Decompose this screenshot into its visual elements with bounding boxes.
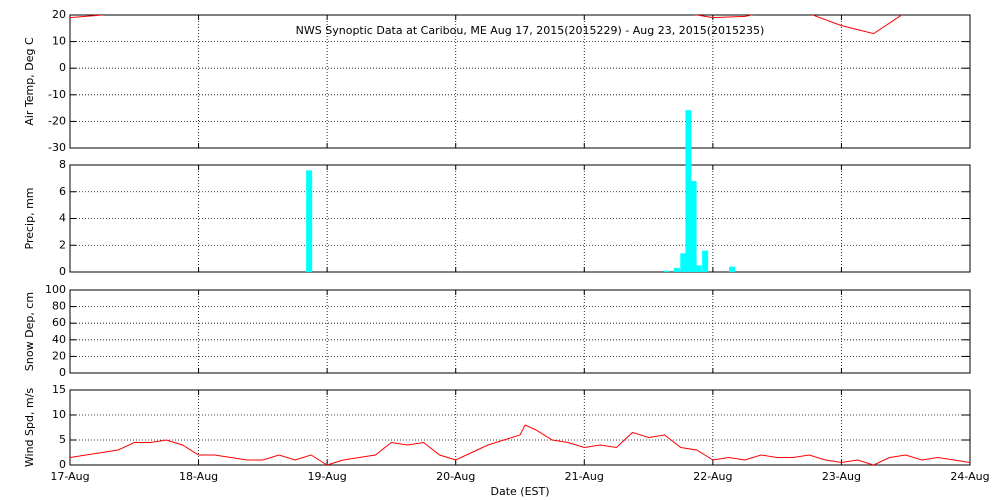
y-tick-label: 15 bbox=[52, 383, 66, 396]
x-axis-label: Date (EST) bbox=[490, 485, 549, 498]
x-tick-label: 17-Aug bbox=[50, 470, 89, 483]
data-line bbox=[70, 15, 903, 35]
y-tick-label: 20 bbox=[52, 349, 66, 362]
bar bbox=[680, 253, 687, 272]
plot-frame bbox=[69, 14, 971, 149]
y-tick-label: -20 bbox=[48, 114, 66, 127]
y-tick-label: 10 bbox=[52, 35, 66, 48]
bar bbox=[690, 181, 697, 272]
x-tick-label: 22-Aug bbox=[693, 470, 732, 483]
y-tick-label: 0 bbox=[59, 61, 66, 74]
y-tick-label: 0 bbox=[59, 458, 66, 471]
x-tick-label: 21-Aug bbox=[565, 470, 604, 483]
x-tick-label: 24-Aug bbox=[950, 470, 989, 483]
bar bbox=[702, 250, 709, 272]
y-tick-label: 6 bbox=[59, 185, 66, 198]
y-tick-label: -30 bbox=[48, 141, 66, 154]
y-tick-label: 40 bbox=[52, 333, 66, 346]
y-tick-label: -10 bbox=[48, 88, 66, 101]
bar bbox=[673, 267, 680, 272]
data-line bbox=[70, 424, 970, 465]
y-axis-label: Precip, mm bbox=[23, 188, 36, 250]
y-tick-label: 80 bbox=[52, 300, 66, 313]
y-tick-label: 8 bbox=[59, 158, 66, 171]
bar bbox=[729, 266, 736, 272]
y-tick-label: 4 bbox=[59, 212, 66, 225]
bar bbox=[685, 110, 692, 272]
bar bbox=[663, 270, 670, 272]
bar bbox=[306, 170, 313, 272]
y-axis-label: Wind Spd, m/s bbox=[23, 388, 36, 468]
y-axis-label: Snow Dep, cm bbox=[23, 292, 36, 371]
y-tick-label: 60 bbox=[52, 316, 66, 329]
bar bbox=[695, 265, 702, 272]
x-tick-label: 18-Aug bbox=[179, 470, 218, 483]
y-tick-label: 20 bbox=[52, 8, 66, 21]
plot-frame bbox=[69, 289, 971, 374]
x-tick-label: 20-Aug bbox=[436, 470, 475, 483]
y-tick-label: 2 bbox=[59, 238, 66, 251]
y-tick-label: 100 bbox=[45, 283, 66, 296]
chart-title: NWS Synoptic Data at Caribou, ME Aug 17,… bbox=[296, 24, 765, 37]
y-tick-label: 0 bbox=[59, 366, 66, 379]
plot-frame bbox=[69, 164, 971, 273]
y-axis-label: Air Temp, Deg C bbox=[23, 37, 36, 126]
x-tick-label: 23-Aug bbox=[822, 470, 861, 483]
y-tick-label: 10 bbox=[52, 408, 66, 421]
y-tick-label: 0 bbox=[59, 265, 66, 278]
x-tick-label: 19-Aug bbox=[308, 470, 347, 483]
plot-frame bbox=[69, 389, 971, 466]
y-tick-label: 5 bbox=[59, 433, 66, 446]
